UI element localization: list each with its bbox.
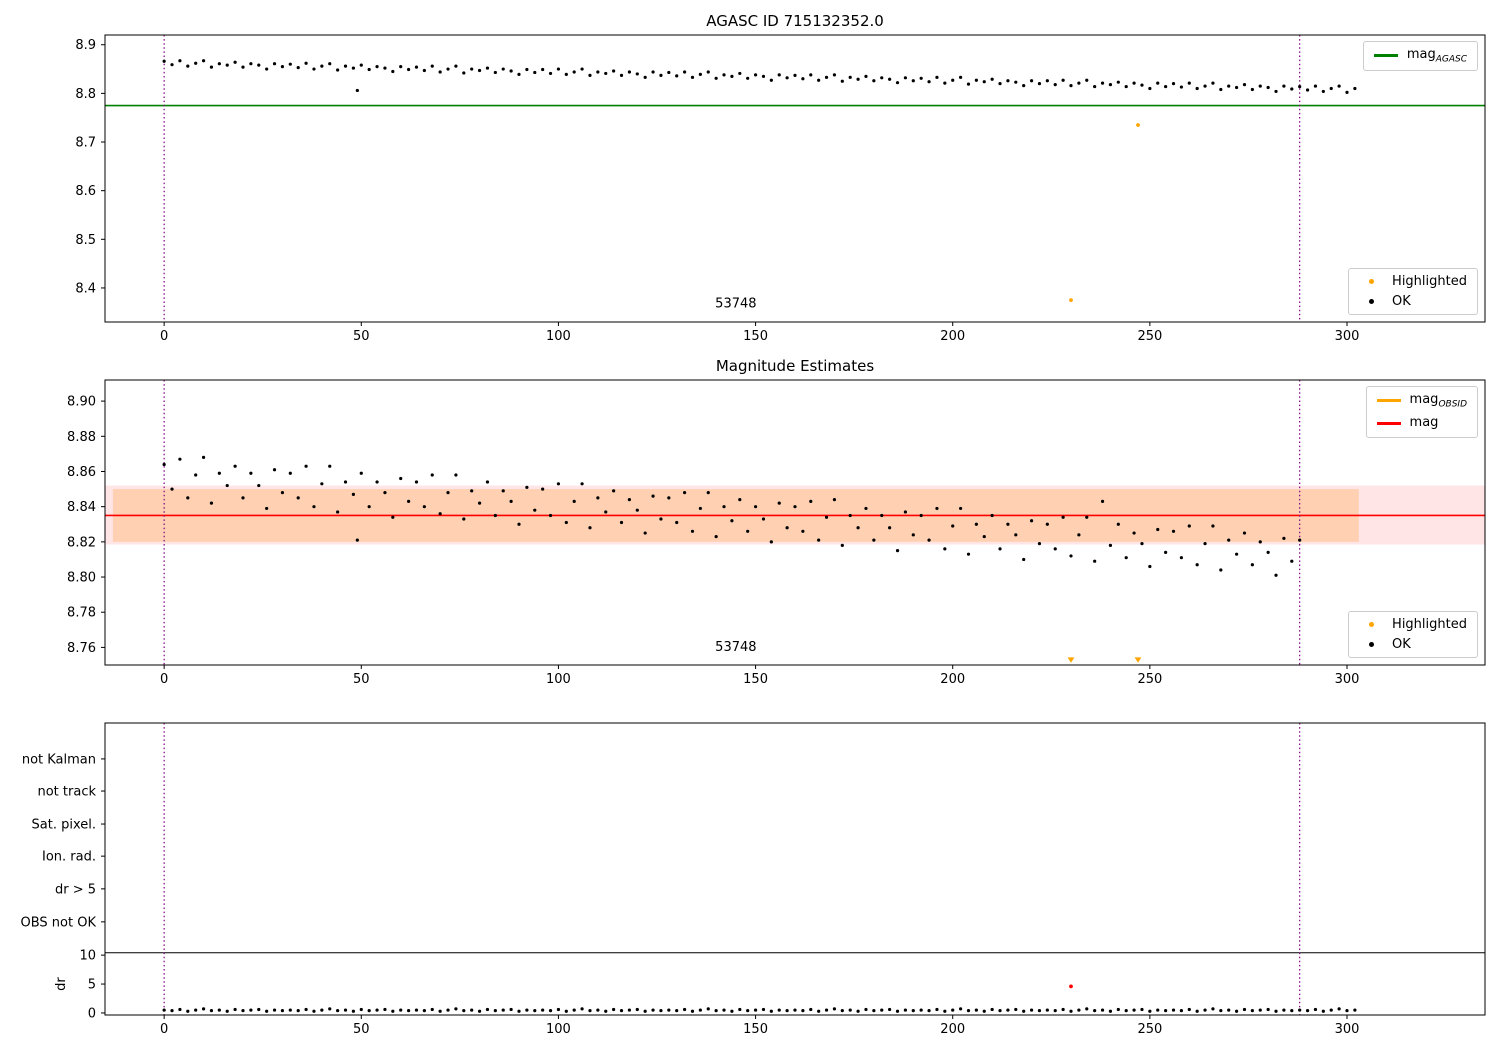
plot3-content [105, 723, 1485, 1015]
plot2-title: Magnitude Estimates [715, 357, 875, 375]
legend-label: magOBSID [1409, 392, 1467, 410]
svg-text:Ion. rad.: Ion. rad. [42, 850, 96, 865]
svg-text:250: 250 [1137, 672, 1162, 687]
plot2-frame [104, 379, 1486, 666]
plot2-content: 53748 [105, 380, 1485, 665]
legend-entry-ok: OK [1359, 294, 1467, 309]
svg-text:8.86: 8.86 [67, 465, 96, 480]
svg-text:50: 50 [353, 329, 370, 344]
svg-text:0: 0 [88, 1006, 96, 1021]
svg-text:not track: not track [37, 785, 96, 800]
plot1-legend-mag[interactable]: magAGASC [1362, 41, 1478, 71]
dot-swatch-icon [1359, 620, 1383, 630]
legend-entry-mag-agasc: magAGASC [1373, 47, 1467, 65]
legend-label: OK [1392, 294, 1411, 309]
svg-text:0: 0 [160, 672, 168, 687]
line-swatch-icon [1376, 418, 1401, 428]
svg-text:8.84: 8.84 [67, 500, 96, 515]
svg-text:53748: 53748 [715, 296, 756, 311]
svg-text:50: 50 [353, 1022, 370, 1037]
svg-text:dr: dr [54, 977, 69, 991]
dot-swatch-icon [1359, 640, 1383, 650]
line-swatch-icon [1373, 51, 1398, 61]
svg-text:OBS not OK: OBS not OK [21, 915, 97, 930]
svg-text:200: 200 [940, 329, 965, 344]
svg-text:8.6: 8.6 [75, 184, 96, 199]
svg-text:8.8: 8.8 [75, 87, 96, 102]
legend-entry-highlighted: Highlighted [1359, 274, 1467, 289]
svg-text:8.78: 8.78 [67, 606, 96, 621]
svg-text:8.7: 8.7 [75, 136, 96, 151]
plot3-frame [104, 722, 1486, 1016]
svg-text:10: 10 [79, 949, 96, 964]
svg-text:8.76: 8.76 [67, 641, 96, 656]
svg-text:not Kalman: not Kalman [22, 752, 96, 767]
svg-text:100: 100 [546, 1022, 571, 1037]
svg-text:8.9: 8.9 [75, 38, 96, 53]
svg-text:150: 150 [743, 329, 768, 344]
svg-text:dr > 5: dr > 5 [55, 882, 96, 897]
plot2-legend-points[interactable]: Highlighted OK [1348, 611, 1478, 658]
svg-text:53748: 53748 [715, 640, 756, 655]
plot2-legend-lines[interactable]: magOBSID mag [1365, 386, 1478, 439]
svg-text:8.80: 8.80 [67, 571, 96, 586]
svg-text:150: 150 [743, 1022, 768, 1037]
legend-label: OK [1392, 637, 1411, 652]
svg-text:0: 0 [160, 1022, 168, 1037]
svg-text:200: 200 [940, 672, 965, 687]
svg-text:50: 50 [353, 672, 370, 687]
svg-text:5: 5 [88, 978, 96, 993]
plot1-content: 53748 [105, 35, 1485, 322]
svg-text:150: 150 [743, 672, 768, 687]
svg-text:0: 0 [160, 329, 168, 344]
legend-entry-ok: OK [1359, 637, 1467, 652]
dot-swatch-icon [1359, 297, 1383, 307]
svg-text:300: 300 [1335, 329, 1360, 344]
svg-text:100: 100 [546, 329, 571, 344]
svg-text:250: 250 [1137, 329, 1162, 344]
svg-text:8.5: 8.5 [75, 233, 96, 248]
svg-text:Sat. pixel.: Sat. pixel. [32, 818, 96, 833]
svg-text:250: 250 [1137, 1022, 1162, 1037]
svg-text:8.82: 8.82 [67, 535, 96, 550]
svg-text:200: 200 [940, 1022, 965, 1037]
svg-text:300: 300 [1335, 1022, 1360, 1037]
svg-text:300: 300 [1335, 672, 1360, 687]
plot1-legend-points[interactable]: Highlighted OK [1348, 268, 1478, 315]
legend-label: Highlighted [1392, 617, 1467, 632]
plot1-title: AGASC ID 715132352.0 [706, 12, 884, 30]
line-swatch-icon [1376, 396, 1401, 406]
svg-text:100: 100 [546, 672, 571, 687]
legend-label: Highlighted [1392, 274, 1467, 289]
legend-label: magAGASC [1406, 47, 1467, 65]
legend-entry-mag: mag [1376, 414, 1467, 433]
plot1-frame [104, 34, 1486, 323]
legend-entry-highlighted: Highlighted [1359, 617, 1467, 632]
legend-label: mag [1409, 414, 1439, 430]
legend-entry-mag-obsid: magOBSID [1376, 392, 1467, 410]
svg-text:8.4: 8.4 [75, 281, 96, 296]
svg-text:8.88: 8.88 [67, 430, 96, 445]
svg-text:8.90: 8.90 [67, 395, 96, 410]
dot-swatch-icon [1359, 277, 1383, 287]
